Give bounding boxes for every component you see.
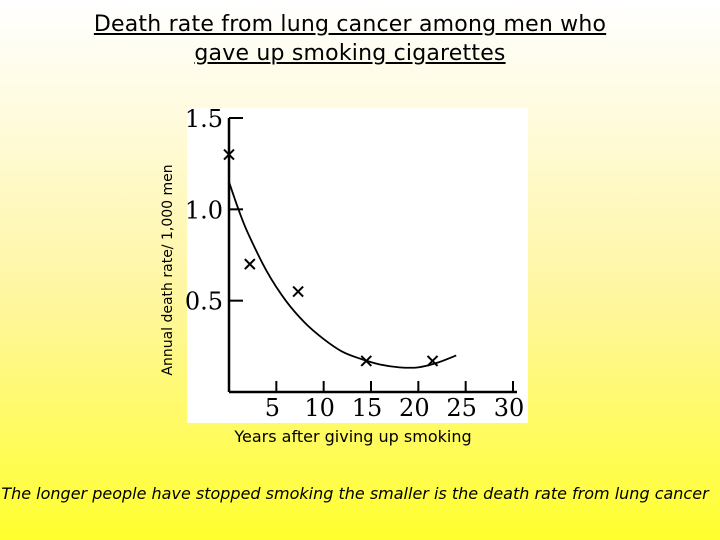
x-tick-label: 25 <box>446 394 477 422</box>
slide-caption: The longer people have stopped smoking t… <box>1 484 709 503</box>
trend-curve <box>228 181 457 369</box>
y-axis-label: Annual death rate/ 1,000 men <box>160 164 176 376</box>
slide-title-line-1: Death rate from lung cancer among men wh… <box>93 12 607 37</box>
data-point-marker <box>426 355 439 367</box>
data-point-marker <box>292 285 304 298</box>
data-point-marker <box>223 148 235 161</box>
x-tick-label: 10 <box>304 394 335 422</box>
x-axis-label: Years after giving up smoking <box>234 427 472 446</box>
plot-area <box>187 108 528 423</box>
x-tick-label: 5 <box>265 394 280 422</box>
y-tick-label: 1.5 <box>185 105 223 133</box>
x-tick-label: 15 <box>352 394 383 422</box>
data-point-marker <box>244 258 256 270</box>
x-tick-label: 30 <box>494 394 525 422</box>
data-point-marker <box>360 355 372 367</box>
x-tick-label: 20 <box>399 394 430 422</box>
slide-title-line-2: gave up smoking cigarettes <box>194 41 506 66</box>
y-tick-label: 1.0 <box>185 196 223 224</box>
slide-title: Death rate from lung cancer among men wh… <box>90 10 610 68</box>
y-tick-label: 0.5 <box>185 288 223 316</box>
